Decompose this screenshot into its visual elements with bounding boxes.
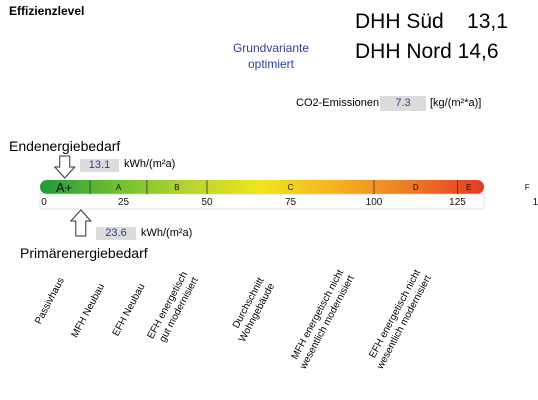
variant-label: Grundvariante optimiert (218, 40, 324, 72)
class-label: A (116, 183, 122, 192)
primaerenergie-arrow-icon (69, 209, 92, 237)
tick-label: 25 (118, 197, 130, 208)
endenergie-value-field: 13.1 (80, 159, 119, 172)
tick-label: 150 (533, 197, 538, 208)
tick-label: 125 (449, 197, 466, 208)
primaerenergie-value-field: 23.6 (96, 227, 136, 240)
co2-label: CO2-Emissionen (296, 97, 380, 109)
tick-strip (39, 193, 485, 210)
class-label: A+ (56, 180, 72, 195)
class-label: D (413, 183, 419, 192)
primaerenergie-title: Primärenergiebedarf (20, 245, 148, 261)
endenergie-unit: kWh/(m²a) (124, 158, 176, 170)
primaerenergie-unit: kWh/(m²a) (141, 227, 193, 239)
co2-unit: [kg/(m²*a)] (430, 97, 482, 109)
page-title: Effizienzlevel (9, 4, 85, 18)
class-label: C (288, 183, 294, 192)
tick-label: 75 (285, 197, 297, 208)
endenergie-title: Endenergiebedarf (9, 138, 121, 154)
tick-label: 50 (201, 197, 213, 208)
endenergie-arrow-icon (53, 155, 76, 179)
class-label: B (174, 183, 179, 192)
value-dhh-nord: DHH Nord 14,6 (355, 40, 499, 63)
variant-line-1: Grundvariante (232, 41, 310, 55)
value-dhh-sued: DHH Süd 13,1 (355, 10, 508, 33)
scale-bar (40, 180, 484, 194)
tick-label: 0 (41, 197, 47, 208)
variant-line-2: optimiert (247, 57, 294, 71)
class-label: F (525, 183, 530, 192)
tick-label: 100 (366, 197, 383, 208)
class-label: E (466, 183, 471, 192)
co2-value-field: 7.3 (380, 96, 426, 111)
